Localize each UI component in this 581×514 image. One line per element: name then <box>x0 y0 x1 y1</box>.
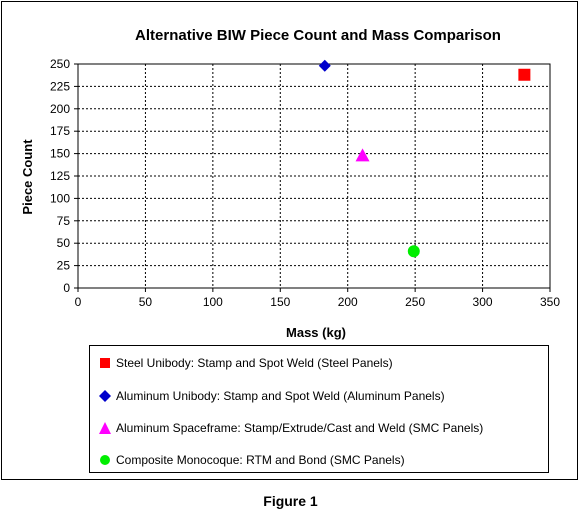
legend-marker-circle <box>98 454 112 466</box>
y-tick-label: 0 <box>63 281 70 295</box>
y-tick-label: 175 <box>50 124 70 138</box>
figure-caption: Figure 1 <box>263 493 318 509</box>
x-tick-label: 200 <box>338 295 358 309</box>
x-tick-label: 0 <box>75 295 82 309</box>
legend-item-aluminum-unibody: Aluminum Unibody: Stamp and Spot Weld (A… <box>98 389 445 403</box>
x-tick-label: 50 <box>139 295 153 309</box>
legend-label: Aluminum Spaceframe: Stamp/Extrude/Cast … <box>116 421 484 435</box>
y-tick-label: 25 <box>57 259 71 273</box>
legend-marker-square <box>98 357 112 369</box>
y-tick-label: 150 <box>50 147 70 161</box>
legend-label: Composite Monocoque: RTM and Bond (SMC P… <box>116 453 405 467</box>
y-axis-label: Piece Count <box>20 139 35 215</box>
legend: Steel Unibody: Stamp and Spot Weld (Stee… <box>89 345 549 473</box>
chart-svg: Alternative BIW Piece Count and Mass Com… <box>20 27 560 340</box>
y-tick-label: 200 <box>50 102 70 116</box>
x-tick-label: 350 <box>540 295 560 309</box>
y-tick-label: 225 <box>50 79 70 93</box>
y-tick-label: 75 <box>57 214 71 228</box>
data-point-square <box>518 68 531 81</box>
chart-title: Alternative BIW Piece Count and Mass Com… <box>135 27 501 44</box>
grid-layer <box>78 64 550 288</box>
legend-marker-triangle <box>98 422 112 434</box>
y-tick-label: 100 <box>50 191 70 205</box>
chart-frame: Alternative BIW Piece Count and Mass Com… <box>1 1 578 480</box>
legend-label: Steel Unibody: Stamp and Spot Weld (Stee… <box>116 356 393 370</box>
point-layer <box>318 59 531 258</box>
data-point-circle <box>407 245 420 258</box>
data-point-diamond <box>318 59 331 72</box>
legend-marker-diamond <box>98 390 112 402</box>
axis-layer: 0 50 100 150 200 250 300 350 0 25 50 75 100 125 150 175… <box>50 57 560 309</box>
legend-item-composite-monocoque: Composite Monocoque: RTM and Bond (SMC P… <box>98 453 405 467</box>
legend-item-steel-unibody: Steel Unibody: Stamp and Spot Weld (Stee… <box>98 356 393 370</box>
data-point-triangle <box>355 148 370 162</box>
x-tick-label: 150 <box>270 295 290 309</box>
y-tick-label: 50 <box>57 236 71 250</box>
x-tick-label: 250 <box>405 295 425 309</box>
x-axis-label: Mass (kg) <box>286 325 346 340</box>
y-tick-label: 125 <box>50 169 70 183</box>
legend-item-aluminum-spaceframe: Aluminum Spaceframe: Stamp/Extrude/Cast … <box>98 421 483 435</box>
legend-label: Aluminum Unibody: Stamp and Spot Weld (A… <box>116 389 445 403</box>
y-tick-label: 250 <box>50 57 70 71</box>
x-tick-label: 100 <box>203 295 223 309</box>
x-tick-label: 300 <box>473 295 493 309</box>
